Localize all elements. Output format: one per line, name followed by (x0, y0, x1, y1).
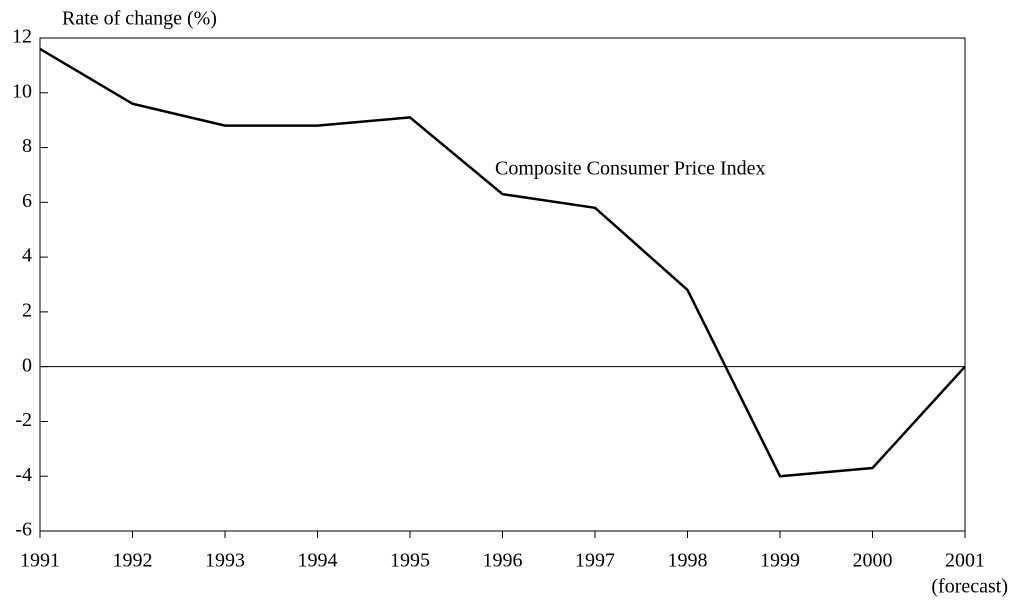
x-tick-label: 1992 (113, 550, 153, 572)
x-tick-label: 2000 (853, 550, 893, 572)
plot-frame (39, 37, 966, 532)
y-tick-label: 0 (22, 354, 32, 376)
x-note: (forecast) (931, 576, 1008, 598)
y-tick-label: 6 (22, 190, 32, 212)
y-tick-label: -6 (15, 519, 32, 541)
x-tick-label: 1998 (668, 550, 708, 572)
line (39, 47, 966, 478)
y-tick-label: -2 (15, 409, 32, 431)
y-tick-label: 2 (22, 299, 32, 321)
x-tick-label: 1994 (298, 550, 338, 572)
series-annotation: Composite Consumer Price Index (495, 158, 766, 180)
x-tick-label: 1993 (205, 550, 245, 572)
x-tick-label: 1996 (483, 550, 523, 572)
x-tick-label: 1999 (760, 550, 800, 572)
y-tick-label: 8 (22, 135, 32, 157)
x-tick-label: 1995 (390, 550, 430, 572)
y-tick-label: 10 (12, 80, 32, 102)
x-tick-label: 2001 (945, 550, 985, 572)
x-tick-label: 1991 (20, 550, 60, 572)
y-tick-label: -4 (15, 464, 32, 486)
y-axis-label: Rate of change (%) (62, 8, 217, 30)
y-tick-label: 4 (22, 245, 32, 267)
x-tick-label: 1997 (575, 550, 615, 572)
y-tick-label: 12 (12, 26, 32, 48)
